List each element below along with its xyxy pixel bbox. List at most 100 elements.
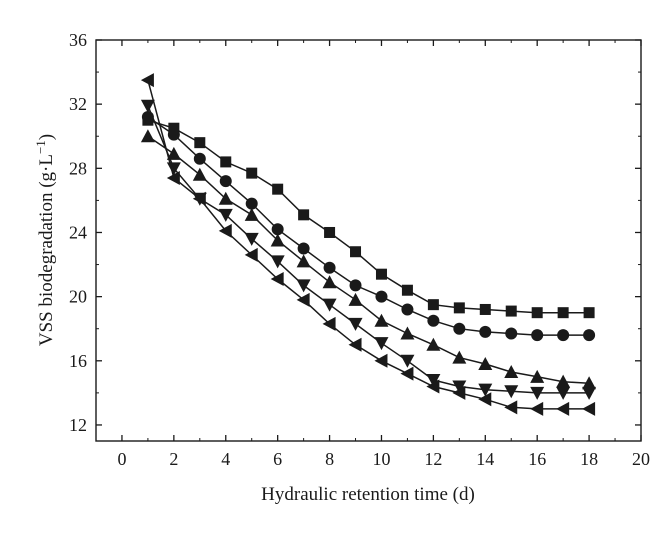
x-tick-label: 12 — [424, 449, 442, 469]
y-tick-labels: 12 16 20 24 28 32 36 — [69, 30, 87, 435]
series-3-point — [348, 292, 363, 306]
series-1-point — [220, 156, 232, 168]
series-2-line — [147, 116, 590, 336]
series-3-point — [504, 365, 519, 379]
series-2-point — [245, 197, 258, 210]
series-1-point — [194, 137, 206, 149]
series-3-point — [322, 275, 337, 289]
series-5-point — [192, 191, 206, 206]
series-3-point — [426, 337, 441, 351]
x-tick-labels: 0 2 4 6 8 10 12 14 16 18 20 — [117, 449, 650, 469]
series-4-point — [400, 354, 415, 368]
series-4-point — [140, 99, 155, 113]
series-5-point — [218, 223, 232, 238]
series-2-point — [401, 303, 414, 316]
series-4-point — [452, 380, 467, 394]
series-2-point — [479, 325, 492, 338]
series-4-point — [296, 279, 311, 293]
x-tick-label: 4 — [221, 449, 230, 469]
series-1-point — [453, 302, 465, 314]
series-1-point — [531, 307, 543, 319]
x-tick-label: 6 — [273, 449, 282, 469]
series-2-point — [453, 322, 466, 335]
series-5-point — [296, 292, 310, 307]
x-tick-label: 16 — [528, 449, 546, 469]
series-5-point — [582, 401, 596, 416]
x-tick-label: 20 — [632, 449, 650, 469]
y-axis-title-sup: −1 — [33, 140, 48, 154]
series-4-point — [374, 337, 389, 351]
series-5-point — [166, 170, 180, 185]
series-4-point — [348, 317, 363, 331]
series-3-point — [478, 357, 493, 371]
series-1-point — [479, 303, 491, 315]
series-1-point — [246, 167, 258, 179]
y-tick-label: 20 — [69, 287, 87, 307]
plot-frame — [95, 39, 642, 442]
series-3-point — [218, 191, 233, 205]
series-3-point — [296, 254, 311, 268]
series-2-point — [193, 152, 206, 165]
series-5-point — [322, 316, 336, 331]
series-3-point — [166, 146, 181, 160]
y-axis-title-main: VSS biodegradation (g·L — [36, 154, 57, 346]
series-3-point — [270, 233, 285, 247]
series-1-point — [298, 209, 310, 221]
y-tick-label: 12 — [69, 415, 87, 435]
series-5-point — [452, 385, 466, 400]
series-5-point — [140, 73, 154, 88]
series-1-point — [272, 183, 284, 195]
series-lines — [147, 79, 590, 410]
series-2-point — [505, 327, 518, 340]
series-5-point — [556, 401, 570, 416]
series-3-point — [400, 326, 415, 340]
series-5-line — [147, 79, 590, 410]
series-2-point — [375, 290, 388, 303]
x-tick-label: 2 — [169, 449, 178, 469]
axis-ticks — [96, 39, 642, 441]
series-2-point — [167, 128, 180, 141]
series-4-point — [426, 374, 441, 388]
series-2-point — [297, 242, 310, 255]
series-2-point — [427, 314, 440, 327]
series-1-point — [375, 268, 387, 280]
series-2-point — [349, 279, 362, 292]
series-3-point — [452, 350, 467, 364]
series-3-line — [147, 135, 590, 385]
series-2-point — [583, 329, 596, 342]
x-tick-label: 10 — [372, 449, 390, 469]
y-axis-title-close: ) — [36, 134, 57, 140]
series-4-point — [504, 385, 519, 399]
series-1-point — [401, 284, 413, 296]
series-2-point — [141, 110, 154, 123]
x-axis-title: Hydraulic retention time (d) — [261, 484, 475, 505]
series-2-point — [219, 175, 232, 188]
y-tick-label: 36 — [69, 30, 87, 50]
series-1-point — [583, 307, 595, 319]
x-tick-label: 14 — [476, 449, 494, 469]
series-5-point — [504, 400, 518, 415]
series-3-point — [582, 376, 597, 390]
y-tick-label: 28 — [69, 158, 87, 178]
series-5-point — [374, 353, 388, 368]
series-2-point — [323, 261, 336, 274]
series-4-point — [218, 208, 233, 222]
x-tick-label: 0 — [117, 449, 126, 469]
series-1-point — [168, 122, 180, 134]
series-3-point — [192, 167, 207, 181]
series-4-line — [147, 105, 590, 394]
series-4-point — [478, 383, 493, 397]
series-3-point — [530, 369, 545, 383]
y-tick-label: 24 — [69, 222, 87, 242]
series-4-point — [322, 298, 337, 312]
series-5-point — [400, 366, 414, 381]
y-tick-label: 32 — [69, 94, 87, 114]
series-markers — [140, 73, 597, 416]
series-2-point — [531, 329, 544, 342]
series-5-point — [348, 337, 362, 352]
series-2-point — [271, 223, 284, 236]
x-tick-label: 18 — [580, 449, 598, 469]
series-5-point — [270, 271, 284, 286]
series-1-point — [557, 307, 569, 319]
y-axis-title: VSS biodegradation (g·L−1) — [33, 134, 57, 346]
